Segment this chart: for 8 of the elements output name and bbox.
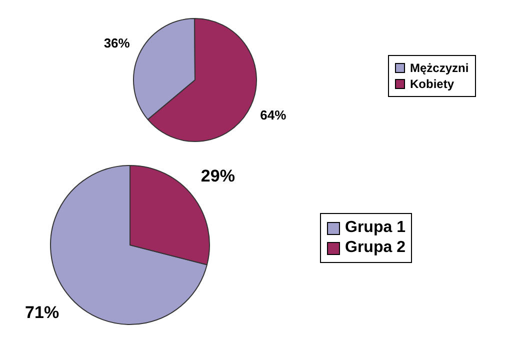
legend-label: Grupa 1 — [345, 219, 406, 237]
legend-label: Kobiety — [410, 77, 454, 91]
data-label: 71% — [25, 302, 60, 322]
data-label: 36% — [104, 35, 130, 50]
legend-label: Grupa 2 — [345, 239, 406, 257]
data-label: 64% — [260, 108, 287, 123]
legend-label: Mężczyzni — [410, 61, 469, 75]
data-label: 29% — [200, 166, 235, 186]
